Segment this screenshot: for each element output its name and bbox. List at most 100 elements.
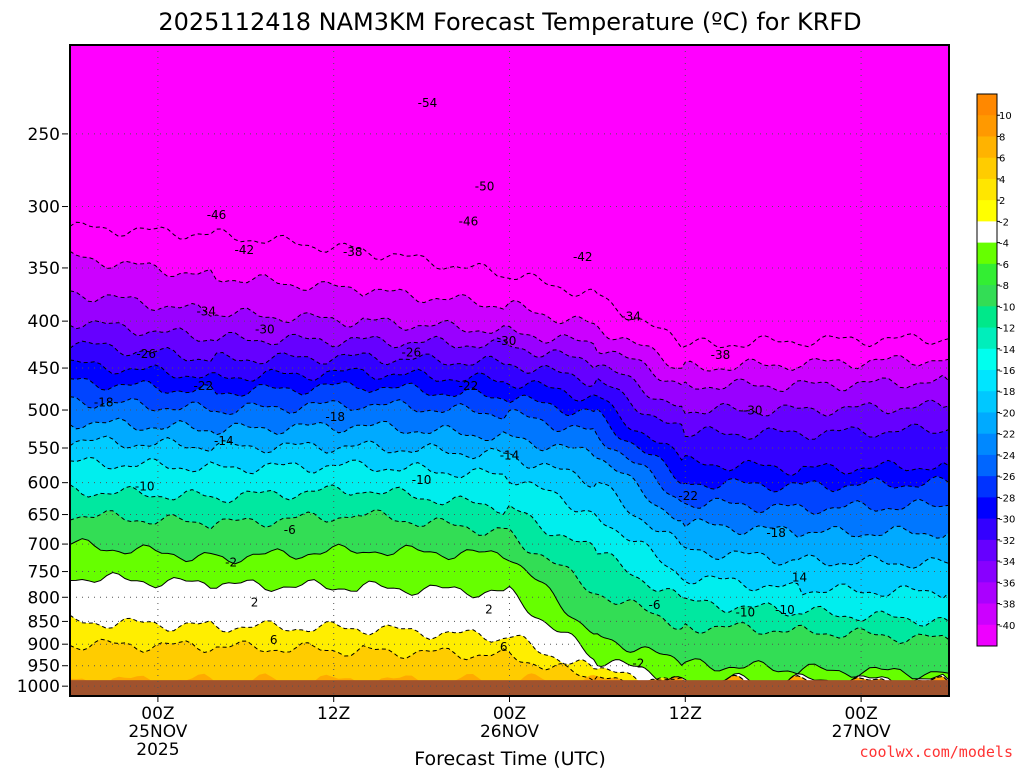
contour-label-text: -30 <box>255 323 275 337</box>
contour-label-text: 6 <box>500 640 508 654</box>
isotherm-line-9 <box>70 417 949 539</box>
colorbar-swatch <box>977 136 997 159</box>
colorbar-label: 8 <box>999 132 1005 143</box>
colorbar-label: -26 <box>999 472 1015 483</box>
contour-label-text: -14 <box>214 434 234 448</box>
colorbar-swatch <box>977 476 997 498</box>
colorbar-swatch <box>977 603 997 626</box>
contour-label: -38 <box>343 245 363 259</box>
contour-label-text: -22 <box>194 379 214 393</box>
colorbar-swatch <box>977 178 997 201</box>
y-tick-label: 900 <box>28 635 60 655</box>
y-tick-label: 350 <box>28 259 60 279</box>
colorbar-legend: 10 8 6 4 2 -2 -4 -6 -8 -10 -12 -14 -16 -18 -20 -22 -24 -2… <box>976 93 1015 647</box>
contour-label: -14 <box>500 449 520 463</box>
contour-label-text: -26 <box>402 345 422 359</box>
contour-label-text: -18 <box>766 526 786 540</box>
colorbar-label: -6 <box>999 260 1009 271</box>
grid-lines <box>70 45 949 696</box>
contour-label-text: -6 <box>649 598 661 612</box>
contour-label-text: -50 <box>475 180 495 194</box>
contour-label-text: -10 <box>412 473 432 487</box>
colorbar-swatch <box>977 582 997 605</box>
ground-fill <box>70 680 949 696</box>
contour-label: -2 <box>225 555 237 569</box>
contour-label: -18 <box>94 395 114 409</box>
contour-label-text: -10 <box>135 479 155 493</box>
credit-text: coolwx.com/models <box>859 743 1013 761</box>
y-tick-label: 600 <box>28 474 60 494</box>
contour-label: -2 <box>632 657 644 671</box>
colorbar-swatch <box>977 94 997 116</box>
contour-label-text: -10 <box>775 603 795 617</box>
colorbar-label: -38 <box>999 600 1015 611</box>
colorbar-label: -24 <box>999 451 1015 462</box>
contour-label-text: -30 <box>497 334 517 348</box>
x-axis-label: Forecast Time (UTC) <box>414 748 605 768</box>
x-tick-label: 12Z <box>317 704 350 724</box>
colorbar-swatch <box>977 306 997 329</box>
pressure-axis: 250 300 350 400 450 500 550 600 650 700 750 800 850 9… <box>17 125 68 697</box>
contour-label: 6 <box>270 633 278 647</box>
colorbar-label: -30 <box>999 515 1015 526</box>
contour-label-text: -30 <box>743 404 763 418</box>
colorbar-label: -16 <box>999 366 1015 377</box>
isotherm-line-10 <box>70 435 949 570</box>
colorbar-label: -10 <box>999 302 1015 313</box>
y-tick-label: 550 <box>28 439 60 459</box>
isotherm-line-4 <box>70 320 949 417</box>
colorbar-swatch <box>977 200 997 222</box>
y-tick-label: 450 <box>28 359 60 379</box>
isotherm-line-12 <box>70 484 949 627</box>
contour-label-text: 6 <box>270 633 278 647</box>
isotherm-line-16 <box>70 614 949 690</box>
colorbar-label: 10 <box>999 111 1012 122</box>
isotherm-line-8 <box>70 396 949 516</box>
contour-label-text: -6 <box>284 523 296 537</box>
contour-label-text: -22 <box>678 489 698 503</box>
contour-label: -46 <box>207 208 227 222</box>
colorbar-swatch <box>977 433 997 456</box>
contour-label-text: -18 <box>325 410 345 424</box>
contour-label: -34 <box>196 305 216 319</box>
isotherm-contours <box>70 221 949 690</box>
contour-label-text: -2 <box>632 657 644 671</box>
contour-label: 14 <box>792 570 807 584</box>
y-tick-label: 300 <box>28 198 60 218</box>
colorbar-label: 6 <box>999 154 1005 165</box>
x-tick-label: 27NOV <box>832 722 891 742</box>
y-tick-label: 950 <box>28 657 60 677</box>
contour-label: -22 <box>678 489 698 503</box>
contour-label: 6 <box>500 640 508 654</box>
colorbar-label: -8 <box>999 281 1009 292</box>
contour-label-text: -46 <box>207 208 227 222</box>
colorbar-swatch <box>977 497 997 520</box>
colorbar-label: 2 <box>999 196 1005 207</box>
colorbar-swatch <box>977 624 997 647</box>
x-tick-label: 12Z <box>669 704 702 724</box>
contour-label: -18 <box>325 410 345 424</box>
colorbar-label: 4 <box>999 175 1005 186</box>
isotherm-line-3 <box>70 290 949 393</box>
contour-label-text: -54 <box>418 96 438 110</box>
contour-label-text: -22 <box>459 379 479 393</box>
colorbar-swatch <box>977 348 997 371</box>
x-tick-label: 26NOV <box>480 722 539 742</box>
contour-label-text: -18 <box>94 395 114 409</box>
colorbar-label: -40 <box>999 621 1015 632</box>
contour-label: -30 <box>255 323 275 337</box>
isotherm-line-14 <box>70 538 949 680</box>
isotherm-line-17 <box>70 638 949 690</box>
y-tick-label: 800 <box>28 588 60 608</box>
temperature-bands <box>70 222 949 696</box>
contour-label: -6 <box>649 598 661 612</box>
colorbar-label: -32 <box>999 536 1015 547</box>
colorbar-swatch <box>977 561 997 583</box>
colorbar-label: -4 <box>999 239 1009 250</box>
y-tick-label: 750 <box>28 563 60 583</box>
isotherm-line-6 <box>70 359 949 476</box>
plot-area: -54 -50 -46 -46 -42 -42 -38 -38 -34 -34 -30 -30 -30 -… <box>70 45 949 696</box>
colorbar-swatch <box>977 412 997 435</box>
